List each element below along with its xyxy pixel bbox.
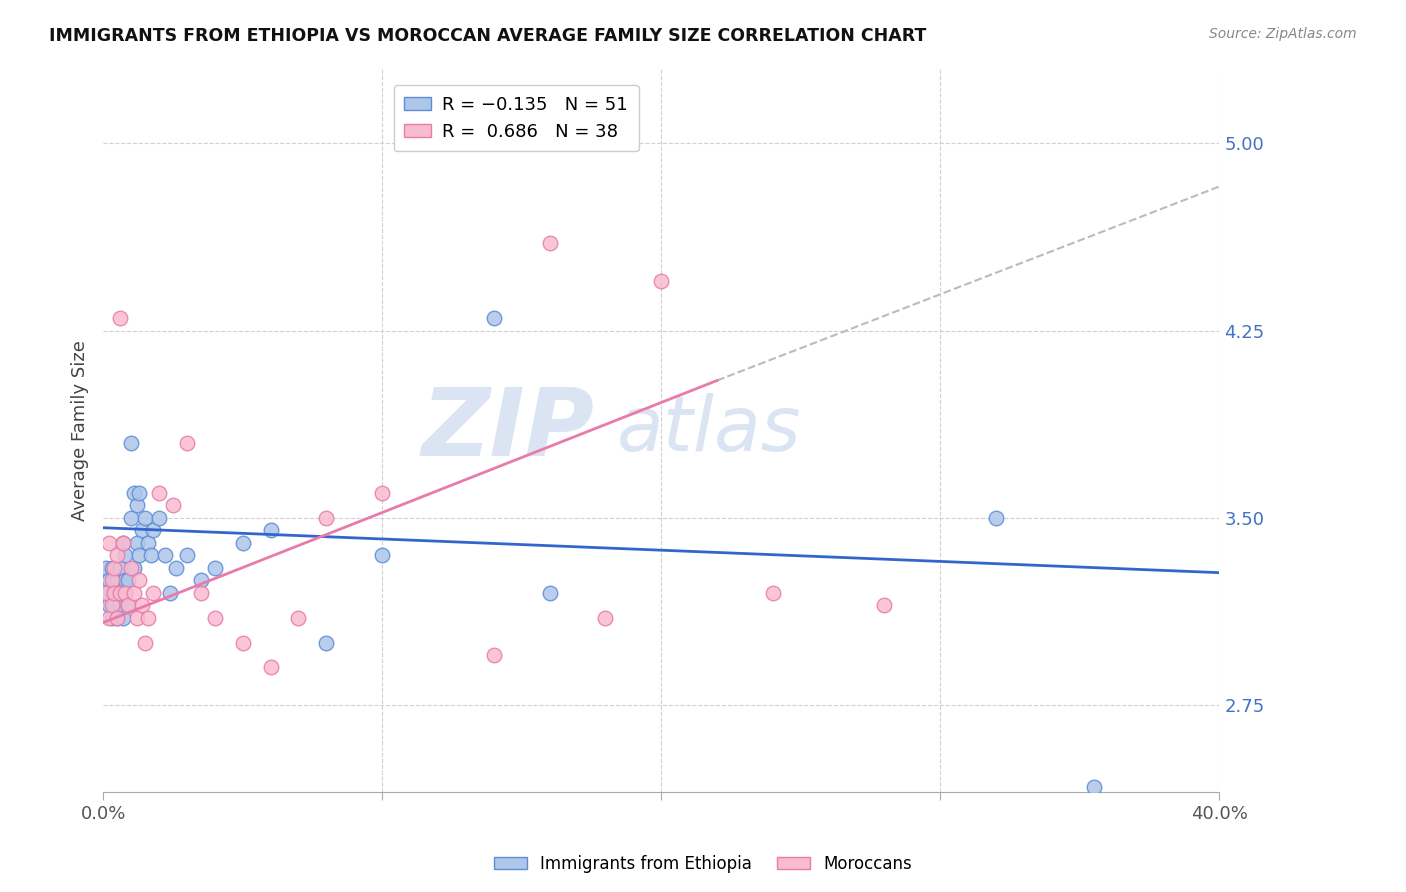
Point [136, 535, 159, 549]
Point [128, 573, 150, 587]
Point [103, 585, 125, 599]
Legend: R = −0.135   N = 51, R =  0.686   N = 38: R = −0.135 N = 51, R = 0.686 N = 38 [394, 85, 638, 152]
Point [108, 585, 131, 599]
Point [111, 610, 134, 624]
Point [111, 535, 134, 549]
Point [139, 548, 162, 562]
Point [114, 585, 136, 599]
Point [108, 560, 131, 574]
Point [108, 311, 131, 326]
Point [128, 485, 150, 500]
Legend: Immigrants from Ethiopia, Moroccans: Immigrants from Ethiopia, Moroccans [486, 848, 920, 880]
Point [97, 610, 120, 624]
Point [538, 236, 561, 251]
Text: atlas: atlas [617, 393, 801, 467]
Point [97, 535, 120, 549]
Point [94, 585, 117, 599]
Point [125, 535, 148, 549]
Point [105, 610, 128, 624]
Point [371, 485, 394, 500]
Point [287, 610, 309, 624]
Text: Source: ZipAtlas.com: Source: ZipAtlas.com [1209, 27, 1357, 41]
Point [650, 274, 672, 288]
Point [190, 585, 212, 599]
Point [120, 510, 142, 524]
Point [232, 635, 254, 649]
Point [148, 510, 170, 524]
Point [134, 635, 156, 649]
Point [125, 610, 148, 624]
Point [259, 660, 281, 674]
Point [114, 573, 136, 587]
Point [103, 585, 125, 599]
Point [105, 573, 128, 587]
Point [120, 436, 142, 450]
Point [259, 523, 281, 537]
Point [190, 573, 212, 587]
Point [134, 510, 156, 524]
Point [204, 560, 226, 574]
Point [136, 610, 159, 624]
Point [131, 598, 153, 612]
Point [165, 560, 187, 574]
Point [111, 535, 134, 549]
Point [538, 585, 561, 599]
Point [120, 560, 142, 574]
Point [204, 610, 226, 624]
Point [100, 598, 122, 612]
Point [371, 548, 394, 562]
Point [176, 436, 198, 450]
Point [153, 548, 176, 562]
Point [595, 610, 617, 624]
Point [94, 560, 117, 574]
Point [125, 498, 148, 512]
Y-axis label: Average Family Size: Average Family Size [72, 340, 89, 521]
Point [315, 635, 337, 649]
Text: IMMIGRANTS FROM ETHIOPIA VS MOROCCAN AVERAGE FAMILY SIZE CORRELATION CHART: IMMIGRANTS FROM ETHIOPIA VS MOROCCAN AVE… [49, 27, 927, 45]
Point [142, 585, 165, 599]
Point [97, 573, 120, 587]
Point [128, 548, 150, 562]
Point [159, 585, 181, 599]
Point [103, 573, 125, 587]
Point [100, 573, 122, 587]
Point [114, 585, 136, 599]
Point [131, 523, 153, 537]
Point [122, 560, 145, 574]
Point [148, 485, 170, 500]
Point [176, 548, 198, 562]
Point [117, 573, 139, 587]
Point [108, 585, 131, 599]
Point [122, 585, 145, 599]
Point [482, 648, 505, 662]
Point [873, 598, 896, 612]
Point [762, 585, 785, 599]
Point [1083, 780, 1105, 795]
Point [117, 598, 139, 612]
Point [100, 610, 122, 624]
Point [482, 311, 505, 326]
Point [105, 610, 128, 624]
Point [105, 585, 128, 599]
Point [103, 598, 125, 612]
Point [100, 585, 122, 599]
Point [142, 523, 165, 537]
Text: ZIP: ZIP [422, 384, 595, 476]
Point [103, 560, 125, 574]
Point [94, 585, 117, 599]
Point [97, 598, 120, 612]
Point [315, 510, 337, 524]
Point [108, 598, 131, 612]
Point [984, 510, 1007, 524]
Point [105, 548, 128, 562]
Point [162, 498, 184, 512]
Point [114, 548, 136, 562]
Point [232, 535, 254, 549]
Point [117, 598, 139, 612]
Point [100, 560, 122, 574]
Point [122, 485, 145, 500]
